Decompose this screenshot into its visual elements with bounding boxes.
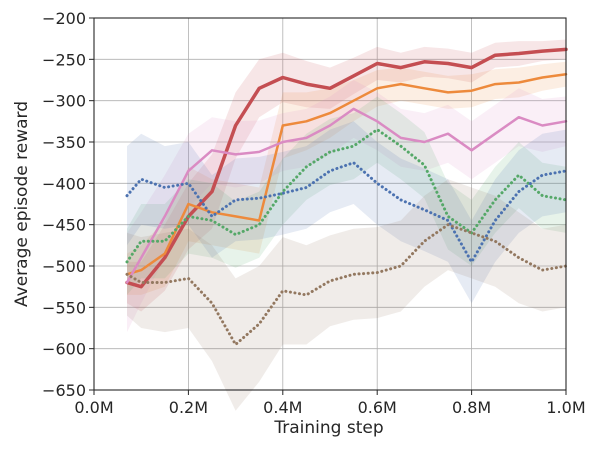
series-lines <box>125 47 568 346</box>
series-5-line <box>125 223 568 346</box>
series-1-band <box>127 61 566 295</box>
y-tick-label-5: −400 <box>42 174 86 193</box>
y-tick-label-4: −450 <box>42 216 86 235</box>
series-1-line <box>125 72 568 276</box>
confidence-bands <box>127 39 566 411</box>
series-0-band <box>127 39 566 312</box>
x-tick-label-1: 0.2M <box>169 398 208 417</box>
y-tick-label-0: −650 <box>42 381 86 400</box>
series-4-band <box>127 121 566 304</box>
y-tick-label-9: −200 <box>42 9 86 28</box>
series-0-line <box>125 47 568 289</box>
x-axis-label: Training step <box>273 418 383 438</box>
x-tick-label-2: 0.4M <box>263 398 302 417</box>
series-2-band <box>127 80 566 333</box>
series-4-line <box>125 161 568 264</box>
series-3-band <box>127 96 566 295</box>
plot-border <box>93 17 567 391</box>
y-axis-label: Average episode reward <box>12 101 32 307</box>
y-tick-label-1: −600 <box>42 340 86 359</box>
y-tick-label-7: −300 <box>42 92 86 111</box>
y-tick-label-2: −550 <box>42 298 86 317</box>
plot-frame <box>93 17 567 391</box>
x-tick-label-3: 0.6M <box>358 398 397 417</box>
y-tick-label-3: −500 <box>42 257 86 276</box>
x-tick-label-4: 0.8M <box>452 398 491 417</box>
series-3-line <box>125 128 568 264</box>
y-axis-ticks: −650 −600 −550 −500 −450 −400 −350 −300 −250 −200 <box>42 9 94 400</box>
y-tick-label-8: −250 <box>42 50 86 69</box>
x-axis-ticks: 0.0M 0.2M 0.4M 0.6M 0.8M 1.0M <box>74 390 586 417</box>
y-tick-label-6: −350 <box>42 133 86 152</box>
x-tick-label-0: 0.0M <box>74 398 113 417</box>
series-2-line <box>125 107 568 284</box>
x-tick-label-5: 1.0M <box>546 398 585 417</box>
